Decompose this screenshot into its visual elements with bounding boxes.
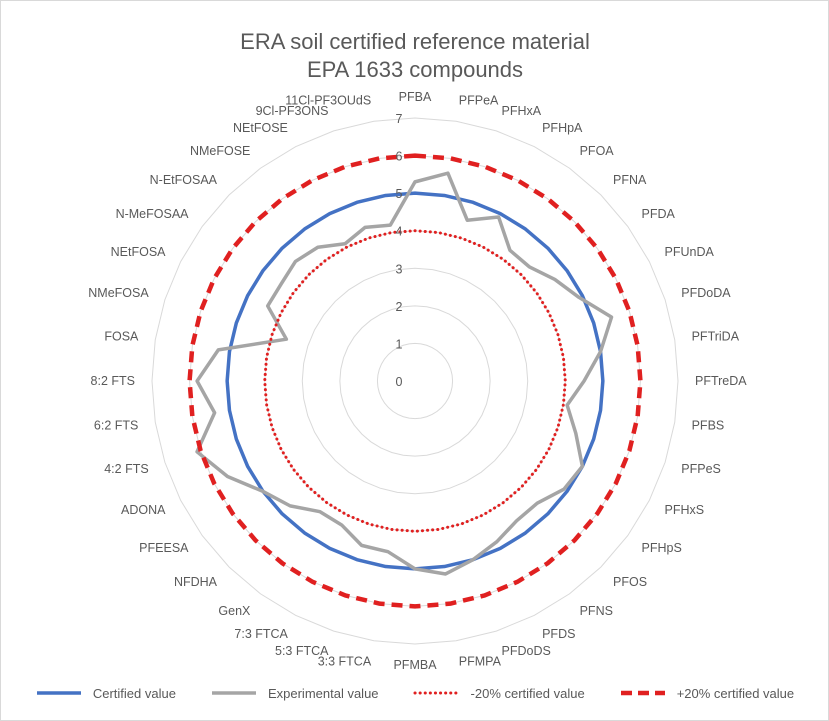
chart-legend: Certified value Experimental value -20% ce…	[1, 681, 828, 705]
grid-ring-4	[264, 230, 566, 532]
category-label: 8:2 FTS	[91, 374, 135, 388]
category-label: FOSA	[104, 330, 139, 344]
category-label: NEtFOSE	[233, 121, 288, 135]
series-line-3	[187, 153, 643, 609]
legend-label: Experimental value	[267, 685, 379, 701]
radar-chart: ERA soil certified reference material EP…	[88, 29, 747, 672]
category-label: ADONA	[121, 503, 166, 517]
legend-swatch	[620, 690, 665, 696]
radial-tick-label: 1	[396, 337, 403, 351]
radial-tick-label: 4	[396, 225, 403, 239]
legend-swatch	[413, 691, 461, 695]
category-label: PFMPA	[459, 655, 502, 669]
series-line-0	[225, 191, 605, 571]
legend-swatch	[36, 691, 81, 695]
category-label: NFDHA	[174, 575, 218, 589]
legend-label: Certified value	[92, 685, 176, 701]
category-label: NMeFOSA	[88, 286, 149, 300]
category-label: PFHxA	[502, 104, 542, 118]
category-label: 5:3 FTCA	[275, 644, 329, 658]
category-label: PFMBA	[393, 658, 437, 672]
category-label: 7:3 FTCA	[234, 627, 288, 641]
category-label: NEtFOSA	[111, 245, 167, 259]
category-label: 11Cl-PF3OUdS	[285, 94, 371, 108]
category-label: PFNS	[580, 604, 613, 618]
radar-grid	[151, 117, 679, 645]
chart-title-line-1: ERA soil certified reference material	[240, 29, 590, 54]
category-label: PFBA	[399, 90, 432, 104]
category-label: PFTreDA	[695, 374, 747, 388]
category-label: PFPeS	[681, 462, 721, 476]
category-label: PFDS	[542, 627, 575, 641]
category-label: PFDoDA	[681, 286, 731, 300]
category-label: 9Cl-PF3ONS	[256, 104, 329, 118]
series-line-1	[195, 171, 614, 576]
category-label: 6:2 FTS	[94, 418, 138, 432]
series-line-2	[263, 229, 567, 533]
legend-label: -20% certified value	[470, 685, 585, 701]
category-label: 4:2 FTS	[104, 462, 148, 476]
grid-ring-7	[151, 117, 679, 645]
category-label: PFHpA	[542, 121, 583, 135]
radial-tick-label: 6	[396, 150, 403, 164]
radial-tick-label: 0	[396, 375, 403, 389]
category-label: NMeFOSE	[190, 144, 250, 158]
radial-tick-label: 5	[396, 187, 403, 201]
chart-title-line-2: EPA 1633 compounds	[307, 57, 523, 82]
category-label: PFDA	[642, 207, 676, 221]
legend-item: -20% certified value	[413, 686, 585, 701]
category-label: PFHpS	[642, 541, 682, 555]
category-label: PFHxS	[665, 503, 705, 517]
category-label: GenX	[218, 604, 251, 618]
radial-tick-labels: 0 1 2 3 4 5 6 7	[396, 112, 403, 389]
grid-ring-5	[226, 192, 604, 570]
grid-ring-3	[301, 267, 529, 495]
category-label: PFEESA	[139, 541, 189, 555]
radial-tick-label: 7	[396, 112, 403, 126]
category-label: PFNA	[613, 173, 647, 187]
grid-ring-2	[339, 305, 491, 457]
category-label: PFOS	[613, 575, 647, 589]
category-label: PFTriDA	[692, 330, 740, 344]
category-label: 3:3 FTCA	[318, 655, 372, 669]
category-label: PFUnDA	[665, 245, 715, 259]
legend-swatch	[211, 691, 256, 695]
category-label: PFPeA	[459, 94, 499, 108]
legend-label: +20% certified value	[676, 685, 795, 701]
category-label: PFOA	[580, 144, 615, 158]
radar-series	[187, 153, 643, 609]
category-label: PFDoDS	[502, 644, 551, 658]
legend-item: Experimental value	[210, 686, 379, 701]
radial-tick-label: 2	[396, 300, 403, 314]
grid-ring-6	[189, 155, 641, 607]
radial-tick-label: 3	[396, 262, 403, 276]
legend-item: +20% certified value	[619, 686, 794, 701]
category-label: PFBS	[692, 418, 725, 432]
legend-item: Certified value	[35, 686, 176, 701]
category-label: N-EtFOSAA	[150, 173, 218, 187]
grid-ring-1	[376, 342, 454, 420]
category-label: N-MeFOSAA	[116, 207, 190, 221]
